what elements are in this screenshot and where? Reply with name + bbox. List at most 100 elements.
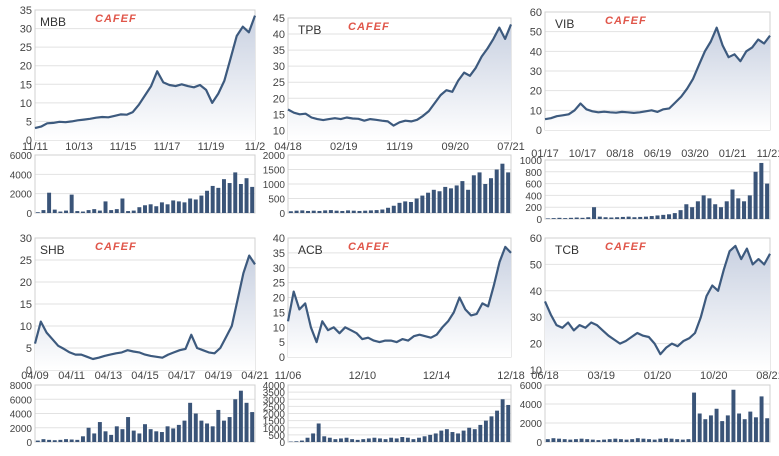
volume-bar xyxy=(695,201,700,219)
volume-bar xyxy=(551,438,556,442)
volume-bar xyxy=(658,438,663,442)
volume-y-tick-label: 2000 xyxy=(263,151,286,162)
price-y-tick-label: 15 xyxy=(20,79,32,91)
volume-y-tick-label: 2500 xyxy=(263,402,286,413)
volume-bar xyxy=(635,438,640,442)
volume-bar xyxy=(506,404,511,442)
volume-bar xyxy=(678,210,683,219)
volume-bar xyxy=(311,433,316,442)
volume-bar xyxy=(724,201,729,219)
x-tick-label: 10/20 xyxy=(700,370,728,382)
volume-bar xyxy=(609,217,614,219)
x-tick-label: 01/17 xyxy=(531,148,559,160)
volume-y-tick-label: 500 xyxy=(268,195,285,206)
volume-bar xyxy=(613,438,618,442)
price-y-tick-label: 5 xyxy=(26,343,32,355)
x-tick-label: 02/19 xyxy=(330,141,358,153)
ticker-label: TPB xyxy=(298,23,321,37)
volume-bar xyxy=(562,439,567,442)
volume-bar xyxy=(586,217,591,219)
volume-bar xyxy=(759,162,764,219)
volume-bar xyxy=(737,413,742,442)
x-tick-label: 11/19 xyxy=(386,141,413,153)
volume-bar xyxy=(443,186,448,213)
volume-bar xyxy=(52,209,57,213)
price-y-tick-label: 15 xyxy=(273,307,285,319)
volume-bar xyxy=(478,424,483,442)
volume-bar xyxy=(171,428,176,442)
volume-y-tick-label: 4000 xyxy=(263,381,286,392)
volume-bar xyxy=(300,210,305,213)
volume-bar xyxy=(667,214,672,219)
volume-bar xyxy=(472,429,477,442)
volume-y-tick-label: 1000 xyxy=(263,424,286,435)
volume-bar xyxy=(720,421,725,442)
x-tick-label: 10/17 xyxy=(569,148,597,160)
volume-bar xyxy=(663,438,668,442)
volume-bar xyxy=(103,431,108,442)
volume-bar xyxy=(69,194,74,213)
volume-bar xyxy=(86,427,91,442)
price-y-tick-label: 0 xyxy=(26,365,32,377)
volume-bar xyxy=(350,439,355,442)
price-line xyxy=(544,26,771,121)
volume-bar xyxy=(131,430,136,442)
price-line xyxy=(286,245,512,344)
price-y-tick-label: 20 xyxy=(20,277,32,289)
volume-y-tick-label: 4000 xyxy=(10,410,33,421)
volume-bar xyxy=(471,175,476,213)
volume-bar xyxy=(759,396,764,442)
volume-bar xyxy=(210,185,215,213)
volume-plot-frame xyxy=(544,384,771,443)
volume-bar xyxy=(357,210,362,213)
volume-bar xyxy=(372,437,377,442)
volume-bar xyxy=(193,199,198,213)
x-tick-label: 04/09 xyxy=(21,370,49,382)
x-tick-label: 11/11 xyxy=(22,141,48,153)
volume-bar xyxy=(109,434,114,442)
volume-bar xyxy=(137,433,142,442)
volume-bar xyxy=(397,202,402,213)
price-y-tick-label: 40 xyxy=(530,46,542,58)
x-tick-label: 04/17 xyxy=(168,370,196,382)
volume-bar xyxy=(176,424,181,442)
volume-y-tick-label: 4000 xyxy=(10,170,33,181)
volume-bar xyxy=(647,439,652,442)
volume-bar xyxy=(718,207,723,219)
volume-bar xyxy=(159,202,164,213)
volume-bar xyxy=(137,207,142,213)
volume-bar xyxy=(690,207,695,219)
x-tick-label: 11/17 xyxy=(154,141,181,153)
volume-bar xyxy=(103,201,108,213)
x-tick-label: 11/06 xyxy=(275,370,302,382)
price-area-fill xyxy=(545,27,770,131)
volume-bar xyxy=(114,209,119,213)
volume-bar xyxy=(489,416,494,442)
volume-bar xyxy=(753,417,758,442)
volume-bar xyxy=(333,439,338,442)
volume-bar xyxy=(339,438,343,442)
volume-bar xyxy=(405,437,410,442)
volume-bar xyxy=(361,439,366,442)
volume-bar xyxy=(47,192,52,213)
price-y-tick-label: 60 xyxy=(530,233,542,245)
volume-bar xyxy=(35,440,40,442)
price-y-tick-label: 25 xyxy=(20,255,32,267)
volume-bar xyxy=(669,438,674,442)
volume-bar xyxy=(579,438,584,442)
volume-bar xyxy=(747,195,752,219)
volume-bar xyxy=(233,399,238,442)
volume-bar xyxy=(414,198,419,213)
price-y-tick-label: 30 xyxy=(530,66,542,78)
volume-bar xyxy=(317,210,322,213)
volume-bar xyxy=(675,439,680,442)
volume-bar xyxy=(52,440,57,442)
price-line xyxy=(33,254,256,361)
volume-bar xyxy=(630,439,635,442)
x-tick-label: 06/19 xyxy=(644,148,672,160)
volume-bar xyxy=(661,214,666,219)
volume-y-tick-label: 2000 xyxy=(263,410,286,421)
price-y-tick-label: 30 xyxy=(530,312,542,324)
volume-bar xyxy=(305,437,310,442)
volume-bar xyxy=(193,413,198,442)
